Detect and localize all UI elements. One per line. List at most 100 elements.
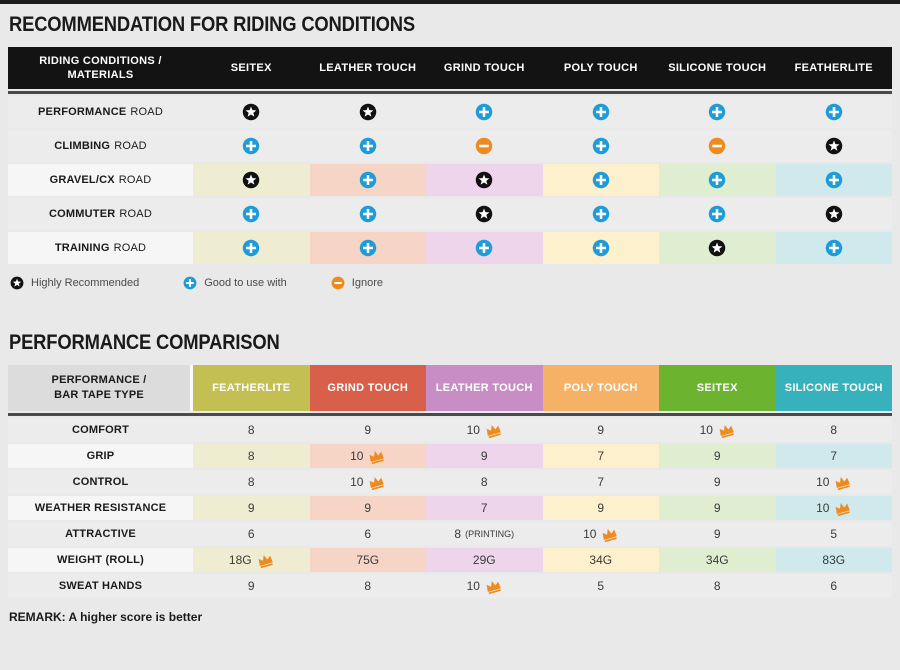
table-row: CLIMBING ROAD: [8, 130, 892, 162]
star-icon: [475, 171, 493, 189]
score-cell: 7: [775, 444, 892, 468]
recommendation-cell: [309, 96, 426, 128]
score-value: 9: [480, 449, 488, 463]
riding-condition-strong: COMMUTER: [49, 208, 116, 220]
comparison-header-col-grind-touch: GRIND TOUCH: [309, 365, 426, 411]
score-cell: 34G: [659, 548, 776, 572]
plus-icon: [475, 103, 493, 121]
score-value: 9: [247, 501, 255, 515]
score-cell: 5: [775, 522, 892, 546]
star-icon: [242, 103, 260, 121]
crown-icon: [256, 553, 274, 568]
plus-icon: [242, 205, 260, 223]
recommendation-header-col-poly-touch: POLY TOUCH: [563, 61, 638, 74]
plus-icon: [359, 239, 377, 257]
score-value: 10: [466, 423, 480, 437]
riding-condition-label: TRAINING ROAD: [8, 232, 193, 264]
score-value: 7: [830, 449, 838, 463]
star-icon: [10, 276, 24, 290]
score-value: 10: [466, 579, 480, 593]
riding-condition-label: GRAVEL/CX ROAD: [8, 164, 193, 196]
crown-icon: [367, 449, 385, 464]
recommendation-cell: [309, 232, 426, 264]
score-value: 18G: [228, 553, 252, 567]
riding-condition-strong: GRAVEL/CX: [49, 174, 115, 186]
score-cell: 8: [193, 444, 310, 468]
legend-label: Good to use with: [204, 277, 287, 289]
table-row: GRIP 8 10 9 7 9 7: [8, 444, 892, 468]
plus-icon: [359, 171, 377, 189]
recommendation-table-header: RIDING CONDITIONS / MATERIALS SEITEX LEATH…: [8, 47, 892, 89]
score-cell: 10: [426, 574, 543, 598]
riding-condition-strong: PERFORMANCE: [38, 106, 127, 118]
performance-metric-label: SWEAT HANDS: [8, 574, 193, 598]
score-value: 6: [364, 527, 372, 541]
star-icon: [708, 239, 726, 257]
score-value: 9: [364, 423, 372, 437]
recommendation-header-col-grind-touch: GRIND TOUCH: [443, 61, 525, 74]
score-cell: 9: [659, 496, 776, 520]
table-row: CONTROL 8 10 8 7 9 10: [8, 470, 892, 494]
recommendation-cell: [659, 232, 776, 264]
score-cell: 34G: [542, 548, 659, 572]
score-value: 7: [480, 501, 488, 515]
score-value: 8: [247, 423, 255, 437]
recommendation-cell: [426, 96, 543, 128]
header-separator-line: [8, 91, 892, 94]
recommendation-cell: [659, 96, 776, 128]
comparison-header-col-seitex: SEITEX: [659, 365, 776, 411]
score-cell: 5: [542, 574, 659, 598]
recommendation-cell: [775, 164, 892, 196]
plus-icon: [592, 205, 610, 223]
recommendation-cell: [775, 96, 892, 128]
score-cell: 10: [309, 470, 426, 494]
score-cell: 6: [309, 522, 426, 546]
score-cell: 9: [309, 418, 426, 442]
legend-item-plus: Good to use with: [183, 276, 287, 290]
star-icon: [825, 205, 843, 223]
table-row: SWEAT HANDS 9 8 10 5 8 6: [8, 574, 892, 598]
performance-metric-label: WEATHER RESISTANCE: [8, 496, 193, 520]
score-value: 8: [247, 449, 255, 463]
comparison-title: PERFORMANCE COMPARISON: [9, 331, 280, 355]
recommendation-cell: [309, 164, 426, 196]
performance-metric-label: GRIP: [8, 444, 193, 468]
score-value: 34G: [705, 553, 729, 567]
plus-icon: [592, 239, 610, 257]
riding-condition-rest: ROAD: [130, 106, 163, 118]
score-value: 5: [597, 579, 605, 593]
score-value: 5: [830, 527, 838, 541]
score-value: 9: [364, 501, 372, 515]
minus-icon: [708, 137, 726, 155]
comparison-header-col-featherlite: FEATHERLITE: [193, 365, 310, 411]
star-icon: [475, 205, 493, 223]
recommendation-header-col-leather-touch: LEATHER TOUCH: [319, 61, 417, 74]
score-value: 34G: [589, 553, 613, 567]
recommendation-cell: [193, 232, 310, 264]
riding-condition-rest: ROAD: [118, 174, 152, 186]
score-value: 8: [830, 423, 838, 437]
legend: Highly Recommended Good to use with Ignore: [10, 276, 900, 290]
plus-icon: [359, 205, 377, 223]
recommendation-cell: [542, 96, 659, 128]
recommendation-cell: [426, 232, 543, 264]
crown-icon: [717, 423, 735, 438]
score-suffix: (PRINTING): [465, 529, 515, 539]
score-value: 8: [364, 579, 372, 593]
recommendation-cell: [775, 130, 892, 162]
score-value: 9: [713, 475, 721, 489]
table-row: PERFORMANCE ROAD: [8, 96, 892, 128]
table-row: COMFORT 8 9 10 9 10 8: [8, 418, 892, 442]
recommendation-cell: [309, 198, 426, 230]
comparison-table-header: PERFORMANCE / BAR TAPE TYPE FEATHERLITE GR…: [8, 365, 892, 411]
plus-icon: [183, 276, 197, 290]
recommendation-cell: [542, 198, 659, 230]
score-value: 9: [247, 579, 255, 593]
score-value: 8: [713, 579, 721, 593]
score-cell: 8: [659, 574, 776, 598]
performance-metric-label: COMFORT: [8, 418, 193, 442]
recommendation-header-col-featherlite: FEATHERLITE: [794, 61, 873, 74]
score-cell: 8: [193, 418, 310, 442]
legend-item-star: Highly Recommended: [10, 276, 139, 290]
score-cell: 10: [775, 496, 892, 520]
